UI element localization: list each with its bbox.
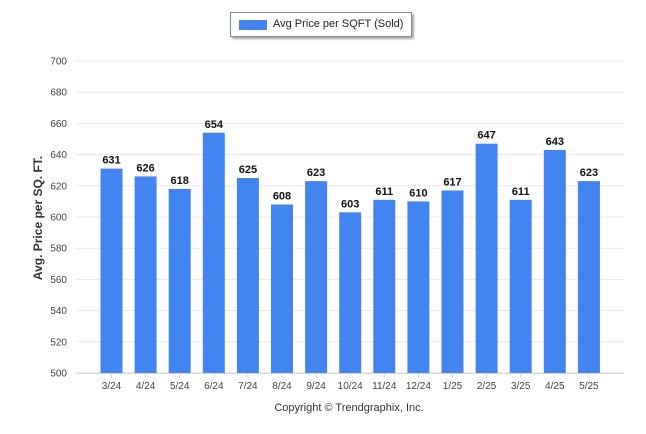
y-tick-label: 540 bbox=[50, 306, 67, 317]
x-tick-label: 12/24 bbox=[406, 381, 431, 392]
y-tick-label: 560 bbox=[50, 275, 67, 286]
data-label: 623 bbox=[580, 167, 598, 179]
bar bbox=[271, 204, 293, 373]
data-label: 608 bbox=[273, 191, 291, 203]
x-tick-label: 5/25 bbox=[579, 381, 599, 392]
data-label: 603 bbox=[341, 198, 359, 210]
data-label: 625 bbox=[239, 164, 257, 176]
bar bbox=[441, 190, 464, 373]
data-label: 611 bbox=[512, 186, 530, 198]
copyright-text: Copyright © Trendgraphix, Inc. bbox=[274, 402, 424, 414]
bar bbox=[509, 199, 532, 373]
bars bbox=[100, 132, 600, 373]
data-label: 626 bbox=[136, 162, 154, 174]
bar bbox=[577, 181, 600, 373]
x-tick-label: 8/24 bbox=[272, 381, 292, 392]
bar bbox=[134, 176, 157, 373]
bar bbox=[475, 143, 498, 373]
data-label: 654 bbox=[205, 119, 224, 131]
y-tick-label: 640 bbox=[50, 150, 67, 161]
bar bbox=[202, 132, 225, 373]
data-label: 631 bbox=[102, 155, 120, 167]
data-labels: 631 626 618 654 625 608 623 603 611 610 617 647 611 6… bbox=[102, 119, 598, 211]
data-label: 647 bbox=[477, 130, 495, 142]
bar bbox=[100, 168, 123, 373]
bar bbox=[407, 201, 430, 373]
bar bbox=[236, 178, 259, 373]
y-tick-label: 520 bbox=[50, 337, 67, 348]
y-tick-label: 680 bbox=[50, 88, 67, 99]
x-tick-label: 3/24 bbox=[102, 381, 122, 392]
y-tick-label: 660 bbox=[50, 119, 67, 130]
bar bbox=[168, 188, 191, 373]
bar bbox=[305, 181, 328, 373]
y-tick-label: 620 bbox=[50, 181, 67, 192]
x-tick-label: 1/25 bbox=[443, 381, 463, 392]
x-tick-label: 7/24 bbox=[238, 381, 258, 392]
axes: 500 520 540 560 580 600 620 640 660 680 700 3/24 4/2… bbox=[50, 57, 624, 392]
x-tick-label: 6/24 bbox=[204, 381, 224, 392]
data-label: 617 bbox=[443, 176, 461, 188]
data-label: 643 bbox=[546, 136, 564, 148]
x-tick-label: 10/24 bbox=[338, 381, 363, 392]
y-tick-label: 600 bbox=[50, 213, 67, 224]
x-tick-label: 9/24 bbox=[306, 381, 326, 392]
y-tick-label: 580 bbox=[50, 244, 67, 255]
data-label: 611 bbox=[375, 186, 393, 198]
data-label: 623 bbox=[307, 167, 325, 179]
legend-label: Avg Price per SQFT (Sold) bbox=[273, 18, 404, 30]
data-label: 610 bbox=[409, 187, 427, 199]
legend-swatch bbox=[239, 20, 267, 30]
y-tick-label: 500 bbox=[50, 369, 67, 380]
y-tick-label: 700 bbox=[50, 57, 67, 68]
data-label: 618 bbox=[171, 175, 189, 187]
bar bbox=[339, 212, 362, 373]
x-tick-label: 2/25 bbox=[477, 381, 497, 392]
x-tick-label: 5/24 bbox=[170, 381, 190, 392]
x-tick-label: 11/24 bbox=[372, 381, 397, 392]
bar bbox=[373, 199, 396, 373]
x-tick-label: 4/24 bbox=[136, 381, 156, 392]
bar bbox=[543, 149, 566, 373]
legend: Avg Price per SQFT (Sold) bbox=[230, 12, 412, 37]
x-tick-label: 3/25 bbox=[511, 381, 531, 392]
x-tick-label: 4/25 bbox=[545, 381, 565, 392]
